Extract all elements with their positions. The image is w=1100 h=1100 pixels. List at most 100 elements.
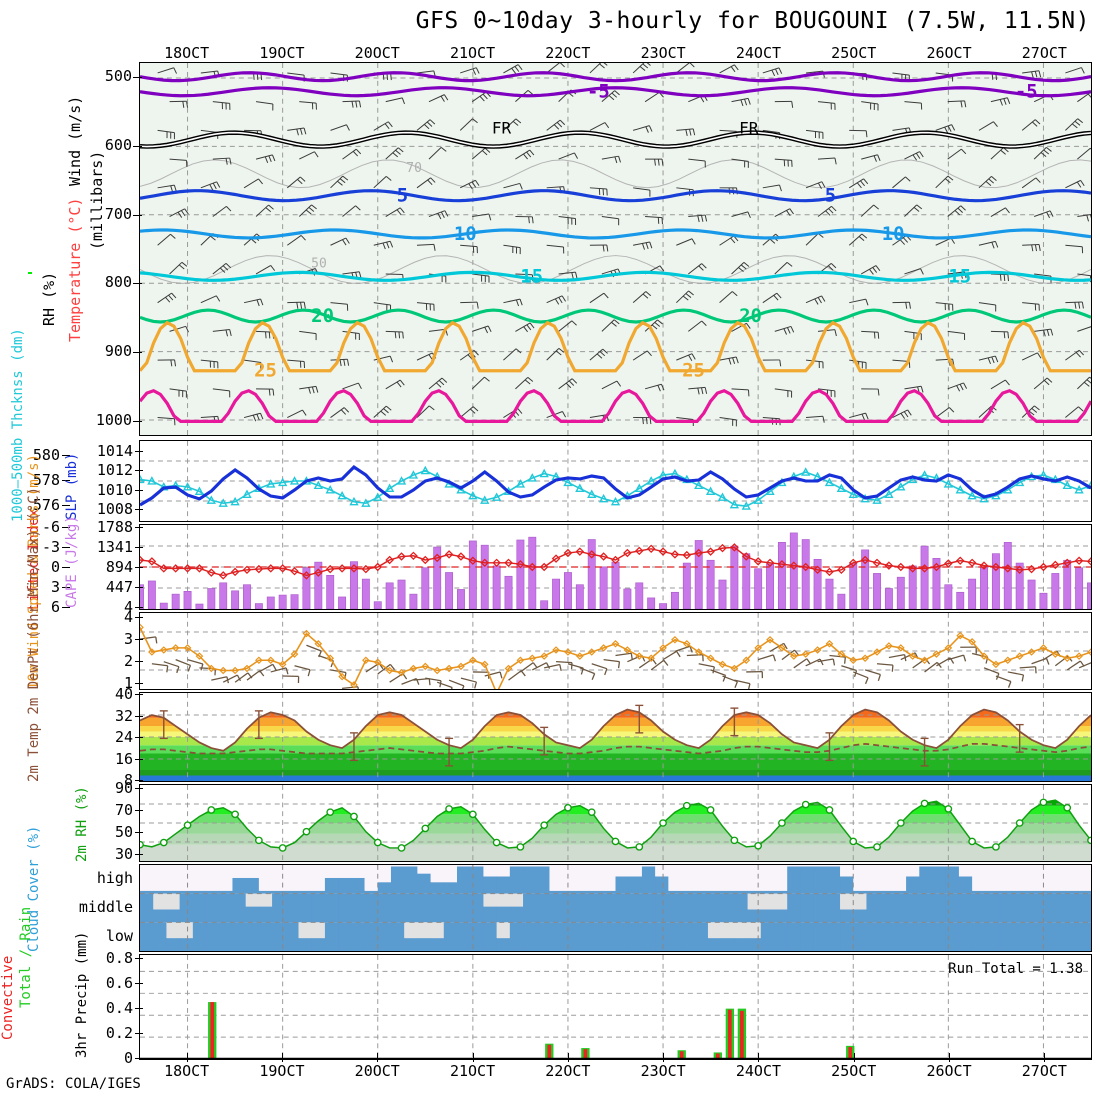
- y-tick-label: 70: [114, 801, 133, 819]
- x-tick-mark: [377, 1053, 379, 1062]
- svg-text:25: 25: [254, 360, 277, 382]
- y-tick-mark: [135, 758, 143, 760]
- svg-text:5: 5: [397, 185, 408, 207]
- precip-convective-label: Convective: [0, 955, 16, 1040]
- x-tick-mark: [853, 1053, 855, 1062]
- cloud-tick-low: low: [105, 927, 133, 946]
- x-tick-25oct: 25OCT: [831, 44, 877, 62]
- slp-thickness-panel[interactable]: [139, 440, 1092, 522]
- x-tick-23oct: 23OCT: [640, 44, 686, 62]
- upper-air-panel[interactable]: 50 70 -5 -5 5 5 10 10 15 15 20 20 25 25 FR FR: [139, 62, 1092, 436]
- pressure-tick-700: 700: [104, 204, 132, 223]
- svg-text:10: 10: [454, 223, 477, 245]
- svg-text:25: 25: [682, 360, 705, 382]
- y-tick-label: 4: [123, 608, 133, 626]
- cape-li-panel[interactable]: [139, 524, 1092, 610]
- run-total-label: Run Total = 1.38: [948, 961, 1083, 977]
- pressure-tick-mark: [133, 145, 142, 147]
- x-tick-mark: [567, 1053, 569, 1062]
- x-tick-mark: [472, 1053, 474, 1062]
- x-tick-23oct: 23OCT: [640, 1062, 686, 1080]
- y-tick-label: 0.4: [105, 999, 133, 1017]
- temp-dewpt-plot: [140, 693, 1091, 781]
- y-tick-label: 24: [114, 728, 133, 746]
- x-tick-24oct: 24OCT: [735, 1062, 782, 1080]
- y-tick-mark: [135, 661, 143, 662]
- pressure-tick-mark: [133, 420, 142, 422]
- y-tick-label: 50: [114, 823, 133, 841]
- y-tick-mark: [135, 1033, 143, 1034]
- y-tick-label: 1008: [96, 500, 133, 518]
- precip-total-label: Total / Rain: [18, 906, 34, 1008]
- y-tick-mark: [62, 505, 70, 506]
- y-tick-mark: [135, 1058, 143, 1059]
- y-tick-mark: [62, 607, 70, 608]
- x-tick-26oct: 26OCT: [926, 44, 972, 62]
- y-tick-label: -3: [41, 538, 60, 556]
- upper-air-plot: 50 70 -5 -5 5 5 10 10 15 15 20 20 25 25 FR FR: [140, 63, 1091, 435]
- y-tick-mark: [135, 737, 143, 738]
- y-tick-mark: [135, 683, 143, 684]
- x-tick-22oct: 22OCT: [545, 1062, 591, 1080]
- y-tick-mark: [135, 509, 143, 510]
- y-tick-mark: [135, 587, 143, 588]
- slp-axis-label: SLP (mb): [64, 452, 80, 520]
- rh-panel[interactable]: [139, 784, 1092, 862]
- y-tick-mark: [135, 1008, 143, 1009]
- y-tick-mark: [135, 527, 143, 528]
- y-tick-mark: [135, 617, 143, 618]
- y-tick-label: 2: [123, 652, 133, 670]
- pressure-tick-800: 800: [104, 273, 132, 292]
- y-tick-mark: [135, 854, 143, 855]
- y-tick-mark: [135, 715, 143, 717]
- x-tick-18oct: 18OCT: [164, 44, 210, 62]
- y-tick-mark: [135, 983, 143, 984]
- y-tick-mark: [135, 547, 143, 548]
- y-tick-mark: [62, 480, 70, 481]
- y-tick-mark: [62, 587, 70, 588]
- cloud-tick-middle: middle: [78, 898, 133, 916]
- x-tick-26oct: 26OCT: [926, 1062, 972, 1080]
- wind-speed-panel[interactable]: [139, 612, 1092, 690]
- svg-text:-5: -5: [587, 81, 610, 103]
- cloud-cover-panel[interactable]: [139, 864, 1092, 952]
- y-tick-mark: [135, 810, 143, 811]
- pressure-tick-500: 500: [104, 67, 132, 86]
- y-tick-label: 4: [123, 598, 133, 616]
- y-tick-label: 0.8: [105, 949, 133, 967]
- y-tick-mark: [135, 607, 143, 608]
- pressure-tick-mark: [133, 352, 142, 354]
- y-tick-label: 447: [105, 578, 133, 596]
- precip-panel[interactable]: Run Total = 1.38: [139, 954, 1092, 1060]
- y-tick-mark: [135, 470, 143, 472]
- x-tick-22oct: 22OCT: [545, 44, 591, 62]
- slp-thickness-plot: [140, 441, 1091, 521]
- thickness-axis-label: 1000–500mb Thcknss (dm): [10, 328, 26, 522]
- x-tick-27oct: 27OCT: [1021, 1062, 1067, 1080]
- x-tick-27oct: 27OCT: [1021, 44, 1067, 62]
- svg-text:5: 5: [825, 185, 836, 207]
- x-tick-mark: [281, 1053, 283, 1062]
- svg-text:FR: FR: [739, 119, 759, 138]
- temp-dewpt-panel[interactable]: [139, 692, 1092, 782]
- svg-text:20: 20: [739, 305, 762, 327]
- y-tick-label: 8: [123, 771, 133, 789]
- pressure-tick-600: 600: [104, 135, 132, 154]
- x-tick-mark: [758, 1053, 760, 1062]
- pressure-tick-mark: [133, 214, 142, 216]
- y-tick-label: 16: [114, 749, 133, 768]
- y-tick-mark: [135, 780, 143, 781]
- x-tick-21oct: 21OCT: [449, 44, 496, 62]
- x-tick-24oct: 24OCT: [735, 44, 782, 62]
- x-tick-21oct: 21OCT: [449, 1062, 496, 1080]
- y-tick-label: 3: [50, 578, 60, 596]
- y-tick-label: 0.6: [105, 974, 133, 992]
- x-tick-mark: [663, 1053, 665, 1062]
- y-tick-label: 40: [114, 685, 133, 703]
- y-tick-mark: [135, 958, 143, 959]
- svg-text:10: 10: [882, 223, 905, 245]
- y-tick-mark: [62, 567, 70, 568]
- pressure-tick-900: 900: [104, 342, 132, 361]
- y-tick-label: 90: [114, 779, 133, 797]
